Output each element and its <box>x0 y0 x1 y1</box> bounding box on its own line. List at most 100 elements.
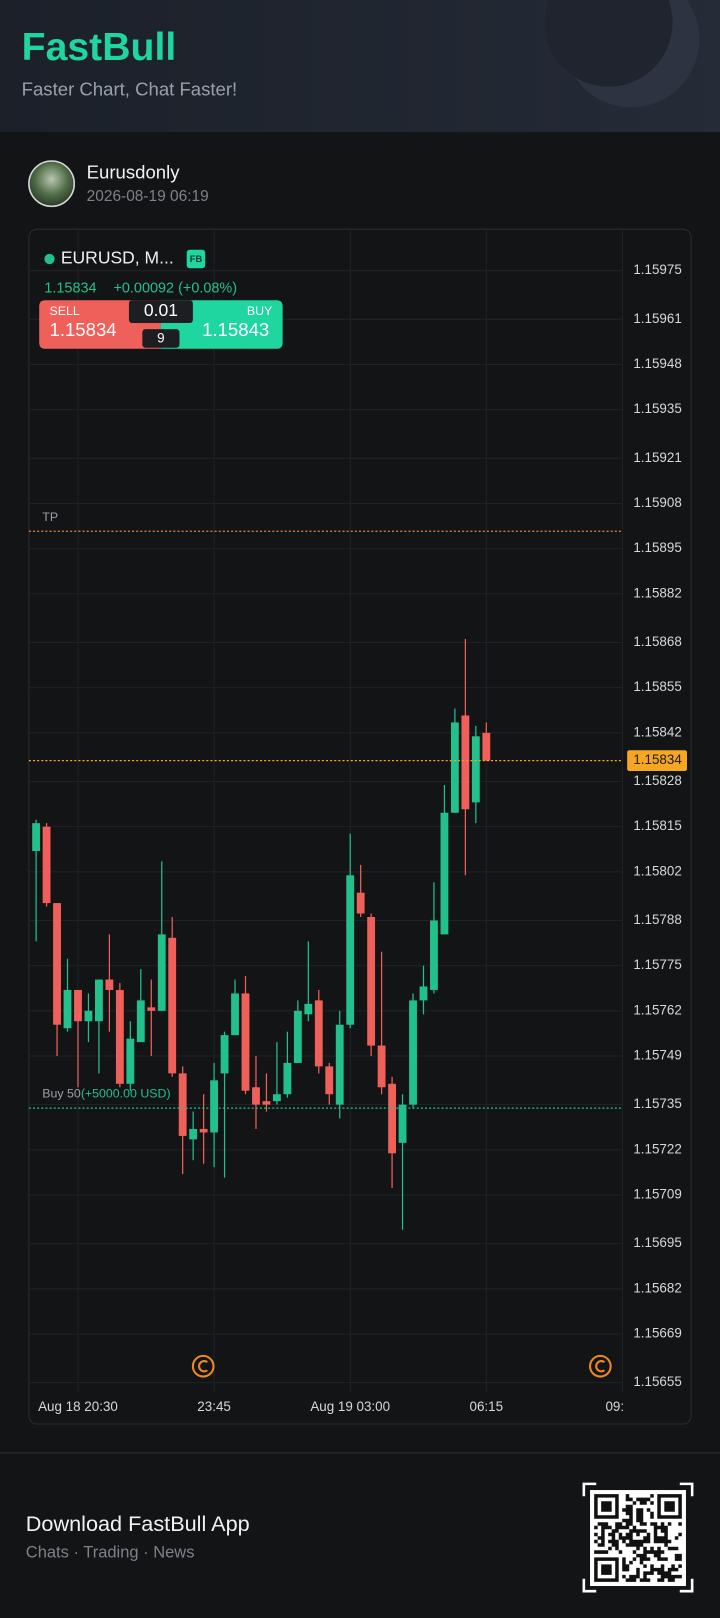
ticker-price: 1.15834 <box>44 281 96 297</box>
candle-body <box>63 989 72 1029</box>
copyright-circle <box>588 1354 612 1378</box>
candle-body <box>346 875 355 1025</box>
candle-body <box>32 823 41 851</box>
candle-body <box>157 934 166 1011</box>
candle-body <box>461 715 470 810</box>
qr-modules <box>594 1494 682 1582</box>
candle-body <box>147 1007 156 1011</box>
x-tick-label: Aug 19 03:00 <box>310 1399 390 1414</box>
moon-decoration <box>544 0 700 108</box>
candle-body <box>199 1128 208 1133</box>
sell-label: SELL <box>50 304 80 318</box>
y-tick-label: 1.15921 <box>633 450 681 465</box>
candle-body <box>377 1045 386 1088</box>
last-price-tag <box>627 750 687 771</box>
y-tick-label: 1.15775 <box>633 957 681 972</box>
candle-body <box>168 937 177 1074</box>
copyright-c <box>595 1360 606 1373</box>
x-tick-label: 09: <box>605 1399 624 1414</box>
order-label: TP <box>42 510 58 524</box>
candle-body <box>231 993 239 1036</box>
ticker-panel: EURUSD, M... FB 1.15834 +0.00092 (+0.08%… <box>39 248 283 349</box>
copyright-c <box>198 1360 208 1373</box>
candle-body <box>189 1128 198 1140</box>
candle-body <box>314 1000 323 1067</box>
y-tick-label: 1.15935 <box>633 401 681 416</box>
order-label: Buy 50(+5000.00 USD) <box>42 1087 170 1101</box>
y-tick-label: 1.15855 <box>633 679 681 694</box>
y-tick-label: 1.15722 <box>633 1141 681 1156</box>
x-tick-label: 06:15 <box>470 1399 504 1414</box>
candle-body <box>53 903 61 1025</box>
status-dot <box>44 253 55 265</box>
candle-body <box>115 989 124 1084</box>
candle-body <box>126 1038 135 1084</box>
y-tick-label: 1.15762 <box>633 1002 681 1017</box>
candle-body <box>356 892 365 914</box>
user-name[interactable]: Eurusdonly <box>87 161 181 182</box>
candle-body <box>178 1073 187 1136</box>
symbol[interactable]: EURUSD, M... <box>61 248 174 268</box>
spread: 9 <box>157 331 164 346</box>
brand-title: FastBull <box>22 26 177 69</box>
y-tick-label: 1.15749 <box>633 1048 681 1063</box>
candle-body <box>398 1104 407 1143</box>
buy-label: BUY <box>247 304 272 318</box>
y-tick-label: 1.15895 <box>633 540 681 555</box>
candle-body <box>241 993 250 1091</box>
post-time: 2026-08-19 06:19 <box>87 188 209 205</box>
y-tick-label: 1.15655 <box>633 1374 681 1389</box>
candle-body <box>105 979 114 990</box>
candle-body <box>450 722 459 813</box>
x-tick-label: Aug 18 20:30 <box>38 1399 118 1414</box>
candle-body <box>482 732 491 761</box>
copyright-icon <box>588 1354 612 1378</box>
candle-body <box>84 1010 93 1022</box>
candle-body <box>210 1080 219 1133</box>
last-price-label: 1.15834 <box>633 752 682 767</box>
y-tick-label: 1.15788 <box>633 912 681 927</box>
order-label-text: Buy 50 <box>42 1087 81 1101</box>
footer-title: Download FastBull App <box>26 1511 250 1536</box>
sell-price: 1.15834 <box>50 319 117 340</box>
candle-body <box>367 916 376 1046</box>
y-tick-label: 1.15868 <box>633 634 681 649</box>
candle-body <box>409 1000 417 1105</box>
lot: 0.01 <box>144 300 178 320</box>
qr-code[interactable] <box>582 1482 694 1593</box>
ticker-change: +0.00092 (+0.08%) <box>113 281 237 297</box>
footer-subtitle: Chats · Trading · News <box>26 1543 195 1561</box>
y-tick-label: 1.15961 <box>633 311 681 326</box>
candle-body <box>42 826 51 904</box>
y-tick-label: 1.15908 <box>633 495 681 510</box>
x-tick-label: 23:45 <box>197 1399 231 1414</box>
candle-body <box>388 1083 396 1154</box>
y-tick-label: 1.15695 <box>633 1235 681 1250</box>
lot-box[interactable] <box>128 300 193 323</box>
candle-body <box>272 1094 281 1102</box>
candle-body <box>95 979 103 1022</box>
y-tick-label: 1.15802 <box>633 863 681 878</box>
y-tick-label: 1.15815 <box>633 818 681 833</box>
candle-body <box>293 1010 302 1063</box>
avatar[interactable] <box>28 160 76 208</box>
y-tick-label: 1.15842 <box>633 724 681 739</box>
candle-body <box>430 920 438 990</box>
candle-body <box>220 1035 229 1074</box>
y-tick-label: 1.15828 <box>633 773 681 788</box>
candle-body <box>283 1062 292 1095</box>
plot: 1.15975 1.15961 1.15948 1.15935 1.15921 1.159… <box>28 229 687 1414</box>
y-tick-label: 1.15735 <box>633 1096 681 1111</box>
y-tick-label: 1.15948 <box>633 356 681 371</box>
copyright-icon <box>191 1354 215 1378</box>
y-tick-label: 1.15975 <box>633 262 681 277</box>
badge-text: FB <box>190 254 203 264</box>
spread-box <box>142 329 180 348</box>
candle-body <box>335 1024 344 1105</box>
qr-frame <box>582 1482 694 1593</box>
badge <box>186 249 206 269</box>
candle-body <box>74 989 82 1022</box>
copyright-circle <box>191 1354 215 1378</box>
